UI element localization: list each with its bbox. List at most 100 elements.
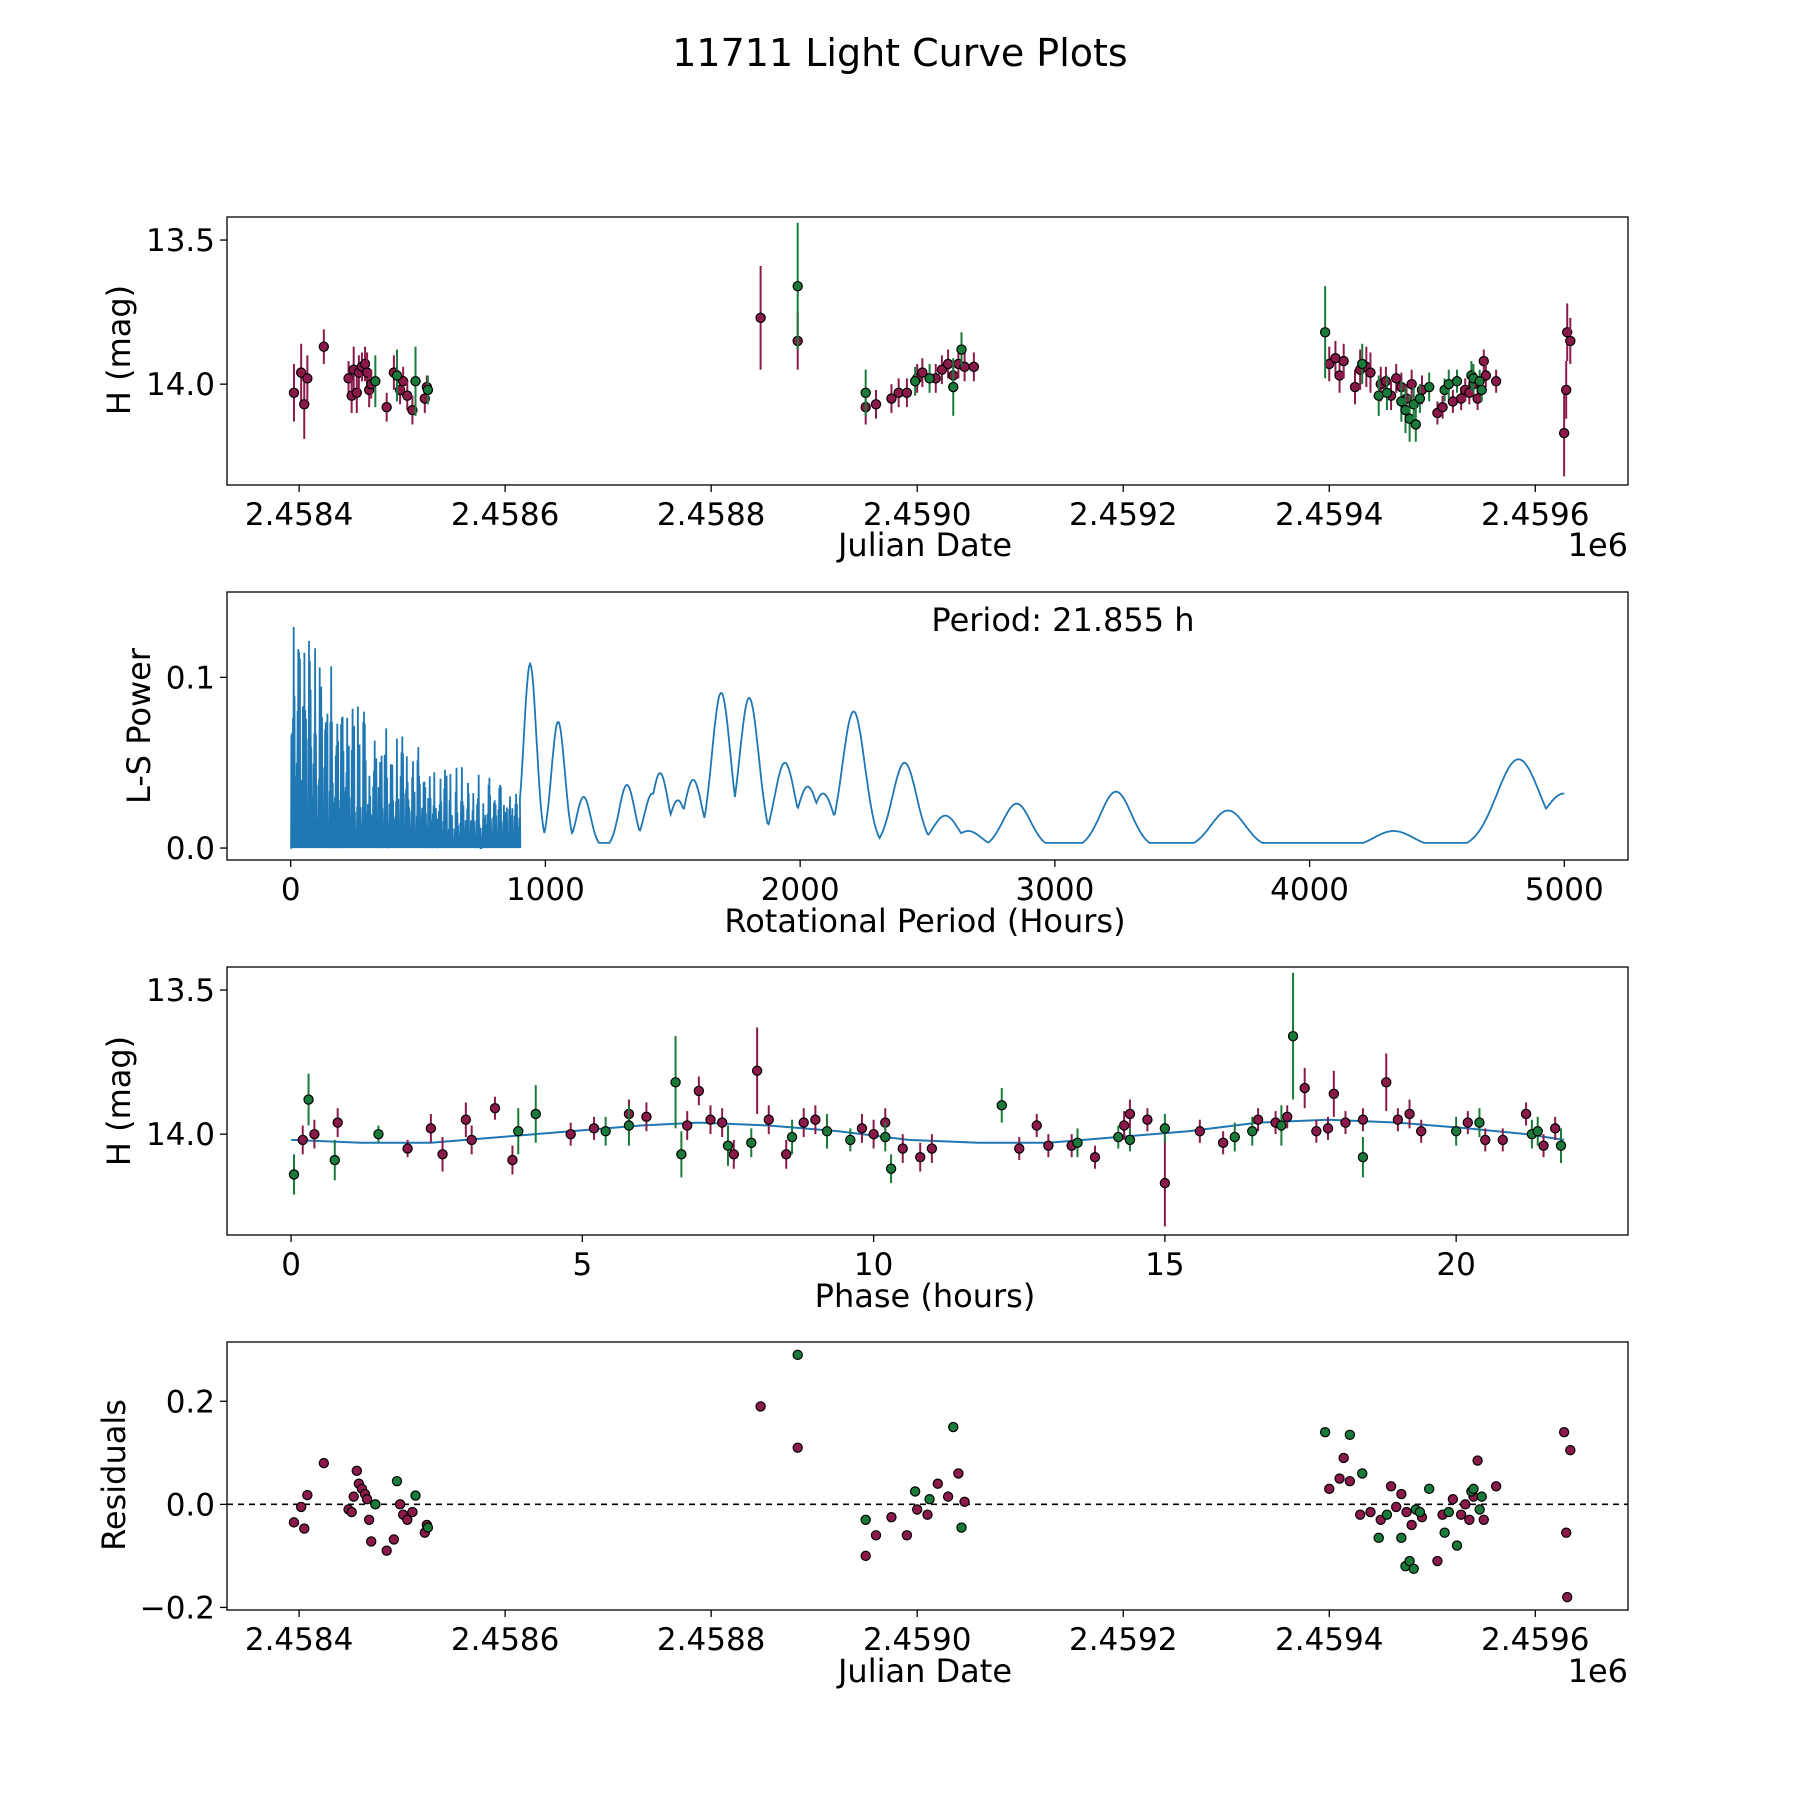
magenta-data-point <box>1447 1493 1459 1505</box>
periodogram-marks <box>290 626 1565 850</box>
green-data-point <box>880 1131 891 1143</box>
residuals-ytick-label: 0.2 <box>166 1384 215 1420</box>
magenta-data-point <box>763 1114 774 1125</box>
magenta-data-point <box>565 1128 576 1140</box>
green-data-point <box>329 1154 340 1166</box>
magenta-data-point <box>394 1499 406 1510</box>
magenta-data-point <box>348 1491 359 1502</box>
magenta-data-point <box>318 1457 330 1469</box>
lightcurve-xtick-label: 2.4590 <box>863 497 971 533</box>
magenta-data-point <box>798 1117 809 1128</box>
magenta-data-point <box>437 1149 448 1160</box>
magenta-data-point <box>1252 1114 1264 1125</box>
green-data-point <box>1113 1131 1124 1143</box>
magenta-data-point <box>1480 370 1492 381</box>
green-data-point <box>1357 358 1368 370</box>
magenta-data-point <box>1464 1514 1475 1526</box>
magenta-data-point <box>1460 1499 1471 1510</box>
lightcurve-xtick-label: 2.4592 <box>1069 497 1177 533</box>
magenta-data-point <box>1380 376 1392 387</box>
periodogram-line <box>290 626 1565 850</box>
magenta-data-point <box>1391 373 1402 384</box>
periodogram-panel: L-S Power Rotational Period (Hours) Peri… <box>120 591 1629 940</box>
green-data-point <box>1423 1483 1435 1495</box>
green-data-point <box>821 1126 833 1137</box>
residuals-plot-frame <box>226 1341 1629 1611</box>
magenta-data-point <box>1549 1123 1561 1134</box>
periodogram-xtick-label: 3000 <box>1015 872 1094 908</box>
green-data-point <box>1408 1563 1419 1574</box>
magenta-data-point <box>299 399 310 410</box>
magenta-data-point <box>1311 1126 1322 1137</box>
magenta-data-point <box>388 1534 400 1545</box>
magenta-data-point <box>363 1514 375 1526</box>
phased-xtick-label: 10 <box>854 1247 893 1283</box>
magenta-data-point <box>1118 1120 1130 1131</box>
magenta-data-point <box>1392 1114 1404 1125</box>
green-data-point <box>924 373 935 384</box>
magenta-data-point <box>1324 1483 1335 1495</box>
magenta-data-point <box>926 1143 938 1154</box>
magenta-data-point <box>1478 1514 1489 1526</box>
green-data-point <box>885 1163 897 1174</box>
residuals-ytick-label: 0.0 <box>166 1487 215 1523</box>
periodogram-xtick-label: 5000 <box>1525 872 1604 908</box>
lightcurve-offset-label: 1e6 <box>1568 526 1628 564</box>
green-data-point <box>1474 1117 1485 1128</box>
phased-plot-frame <box>226 966 1629 1236</box>
green-data-point <box>410 1490 421 1501</box>
green-data-point <box>391 1475 403 1487</box>
magenta-data-point <box>922 1509 933 1520</box>
period-annotation: Period: 21.855 h <box>931 601 1194 639</box>
green-data-point <box>909 376 921 387</box>
periodogram-ylabel: L-S Power <box>120 647 158 804</box>
magenta-data-point <box>641 1111 652 1123</box>
residuals-xtick-label: 2.4594 <box>1275 1622 1383 1658</box>
magenta-data-point <box>953 1468 964 1479</box>
magenta-data-point <box>870 399 882 410</box>
phased-ytick-label: 14.0 <box>146 1117 215 1153</box>
green-data-point <box>530 1108 541 1120</box>
green-data-point <box>1072 1137 1083 1148</box>
magenta-data-point <box>705 1114 716 1125</box>
magenta-data-point <box>299 1523 310 1534</box>
magenta-data-point <box>968 361 980 373</box>
magenta-data-point <box>407 1506 418 1518</box>
green-data-point <box>722 1140 734 1151</box>
magenta-data-point <box>309 1128 320 1140</box>
phased-panel: H (mag) Phase (hours) 0 5 10 15 20 14.0 13.5 <box>100 966 1629 1315</box>
magenta-data-point <box>1357 1114 1369 1125</box>
magenta-data-point <box>1299 1082 1310 1094</box>
magenta-data-point <box>402 390 413 401</box>
magenta-data-point <box>792 1442 803 1453</box>
magenta-data-point <box>682 1120 693 1131</box>
green-data-point <box>1357 1151 1369 1163</box>
green-data-point <box>422 1522 434 1533</box>
green-data-point <box>600 1126 611 1137</box>
magenta-data-point <box>942 358 954 370</box>
magenta-data-point <box>460 1114 472 1125</box>
magenta-data-point <box>886 1512 897 1523</box>
green-data-point <box>1439 1527 1450 1538</box>
green-data-point <box>845 1134 856 1146</box>
magenta-data-point <box>1490 1481 1502 1492</box>
magenta-data-point <box>810 1114 821 1125</box>
green-data-point <box>1532 1126 1543 1137</box>
green-data-point <box>676 1149 687 1160</box>
green-data-point <box>303 1094 314 1105</box>
lightcurve-ylabel: H (mag) <box>100 285 138 415</box>
magenta-data-point <box>917 367 928 378</box>
magenta-data-point <box>1432 1555 1443 1567</box>
magenta-data-point <box>1560 1527 1572 1538</box>
phased-xtick-label: 5 <box>572 1247 592 1283</box>
magenta-data-point <box>297 1134 308 1146</box>
residuals-xtick-label: 2.4590 <box>863 1622 971 1658</box>
magenta-data-point <box>932 1478 944 1489</box>
magenta-data-point <box>942 1491 954 1502</box>
figure-title: 11711 Light Curve Plots <box>672 31 1127 75</box>
green-data-point <box>1451 376 1463 387</box>
green-data-point <box>1159 1123 1171 1134</box>
magenta-data-point <box>425 1123 437 1134</box>
magenta-data-point <box>1338 355 1349 367</box>
green-data-point <box>1357 1468 1368 1479</box>
